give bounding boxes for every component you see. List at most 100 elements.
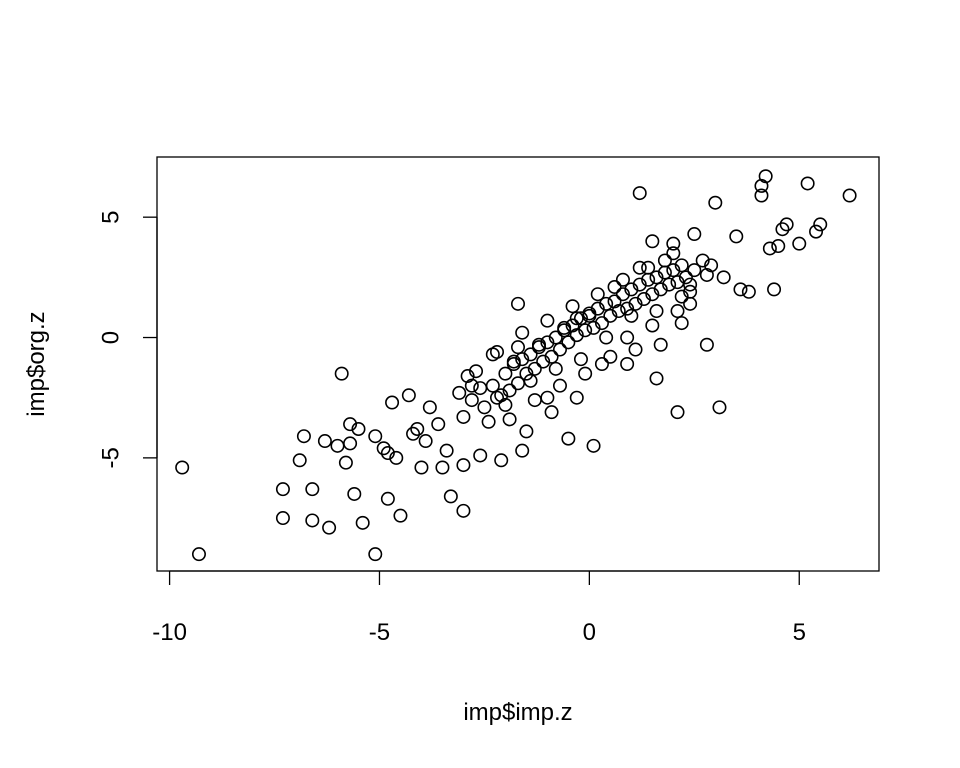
- data-point-2-69: [666, 246, 681, 261]
- data-point-2-11: [519, 366, 534, 381]
- data-point-1-49: [540, 390, 555, 405]
- data-point-1-78: [800, 176, 815, 191]
- data-point-1-60: [683, 296, 698, 311]
- data-point-2-72: [498, 397, 513, 412]
- data-point-2-90: [544, 405, 559, 420]
- data-point-1-73: [767, 282, 782, 297]
- data-point-2-50: [687, 263, 702, 278]
- data-point-1-45: [494, 453, 509, 468]
- data-point-1-59: [674, 316, 689, 331]
- y-tick-label: 5: [97, 210, 124, 223]
- data-point-2-29: [594, 316, 609, 331]
- data-point-2-66: [628, 342, 643, 357]
- data-point-2-87: [657, 253, 672, 268]
- data-point-1-25: [389, 450, 404, 465]
- data-point-1-61: [687, 227, 702, 242]
- data-point-2-37: [628, 296, 643, 311]
- data-point-2-16: [540, 335, 555, 350]
- data-point-2-86: [632, 260, 647, 275]
- data-point-1-52: [586, 438, 601, 453]
- data-point-1-6: [296, 429, 311, 444]
- data-point-1-77: [792, 236, 807, 251]
- data-point-1-22: [380, 446, 395, 461]
- y-axis: -5 0 5: [97, 210, 158, 469]
- data-point-1-14: [343, 417, 358, 432]
- data-point-2-57: [515, 325, 530, 340]
- data-point-1-65: [716, 270, 731, 285]
- data-point-2-85: [607, 279, 622, 294]
- data-point-2-94: [645, 318, 660, 333]
- data-point-1-31: [418, 434, 433, 449]
- data-point-1-13: [338, 455, 353, 470]
- data-point-1-72: [762, 241, 777, 256]
- data-point-1-71: [758, 169, 773, 184]
- data-point-2-23: [569, 328, 584, 343]
- data-point-1-17: [351, 421, 366, 436]
- data-point-1-70: [754, 188, 769, 203]
- data-point-1-16: [347, 486, 362, 501]
- data-point-1-64: [712, 400, 727, 415]
- data-point-2-12: [523, 347, 538, 362]
- data-point-1-74: [771, 239, 786, 254]
- data-point-1-1: [175, 460, 190, 475]
- data-point-1-8: [305, 513, 320, 528]
- data-points: [175, 169, 857, 562]
- data-point-2-7: [502, 383, 517, 398]
- data-point-2-45: [662, 277, 677, 292]
- data-point-2-6: [498, 366, 513, 381]
- data-point-1-46: [510, 340, 525, 355]
- x-tick-label: -5: [369, 619, 390, 646]
- data-point-2-95: [670, 304, 685, 319]
- data-point-1-54: [632, 186, 647, 201]
- data-point-1-9: [317, 434, 332, 449]
- data-point-2-33: [611, 304, 626, 319]
- data-point-2-36: [624, 282, 639, 297]
- data-point-2-76: [599, 330, 614, 345]
- data-point-1-36: [443, 489, 458, 504]
- data-point-1-80: [813, 217, 828, 232]
- data-point-2-78: [649, 304, 664, 319]
- data-point-1-47: [510, 296, 525, 311]
- data-point-1-21: [376, 441, 391, 456]
- data-point-1-18: [355, 515, 370, 530]
- data-point-1-39: [456, 503, 471, 518]
- data-point-2-31: [603, 308, 618, 323]
- data-point-1-32: [422, 400, 437, 415]
- data-point-2-54: [481, 414, 496, 429]
- data-point-2-17: [544, 349, 559, 364]
- data-point-1-5: [292, 453, 307, 468]
- data-point-1-41: [464, 378, 479, 393]
- data-point-1-26: [393, 508, 408, 523]
- data-point-2-24: [573, 311, 588, 326]
- data-point-2-62: [578, 366, 593, 381]
- data-point-2-49: [678, 270, 693, 285]
- data-point-2-28: [590, 301, 605, 316]
- data-point-1-2: [191, 547, 206, 562]
- data-point-1-33: [431, 417, 446, 432]
- data-point-2-58: [527, 393, 542, 408]
- data-point-2-73: [523, 373, 538, 388]
- x-axis-label: imp$imp.z: [463, 699, 572, 726]
- data-point-2-21: [561, 335, 576, 350]
- data-point-1-48: [515, 443, 530, 458]
- data-point-2-91: [569, 390, 584, 405]
- data-point-1-55: [645, 234, 660, 249]
- data-point-2-81: [506, 354, 521, 369]
- data-point-1-56: [649, 371, 664, 386]
- data-point-1-10: [322, 520, 337, 535]
- data-point-1-30: [414, 460, 429, 475]
- data-point-1-76: [779, 217, 794, 232]
- data-point-1-23: [380, 491, 395, 506]
- data-point-2-75: [573, 352, 588, 367]
- x-tick-label: 5: [793, 619, 806, 646]
- data-point-2-74: [548, 361, 563, 376]
- data-point-2-65: [615, 272, 630, 287]
- data-point-2-77: [624, 308, 639, 323]
- data-point-2-41: [645, 287, 660, 302]
- data-point-2-71: [473, 381, 488, 396]
- data-point-1-58: [670, 405, 685, 420]
- data-point-2-56: [502, 412, 517, 427]
- x-tick-label: 0: [583, 619, 596, 646]
- data-point-1-79: [809, 224, 824, 239]
